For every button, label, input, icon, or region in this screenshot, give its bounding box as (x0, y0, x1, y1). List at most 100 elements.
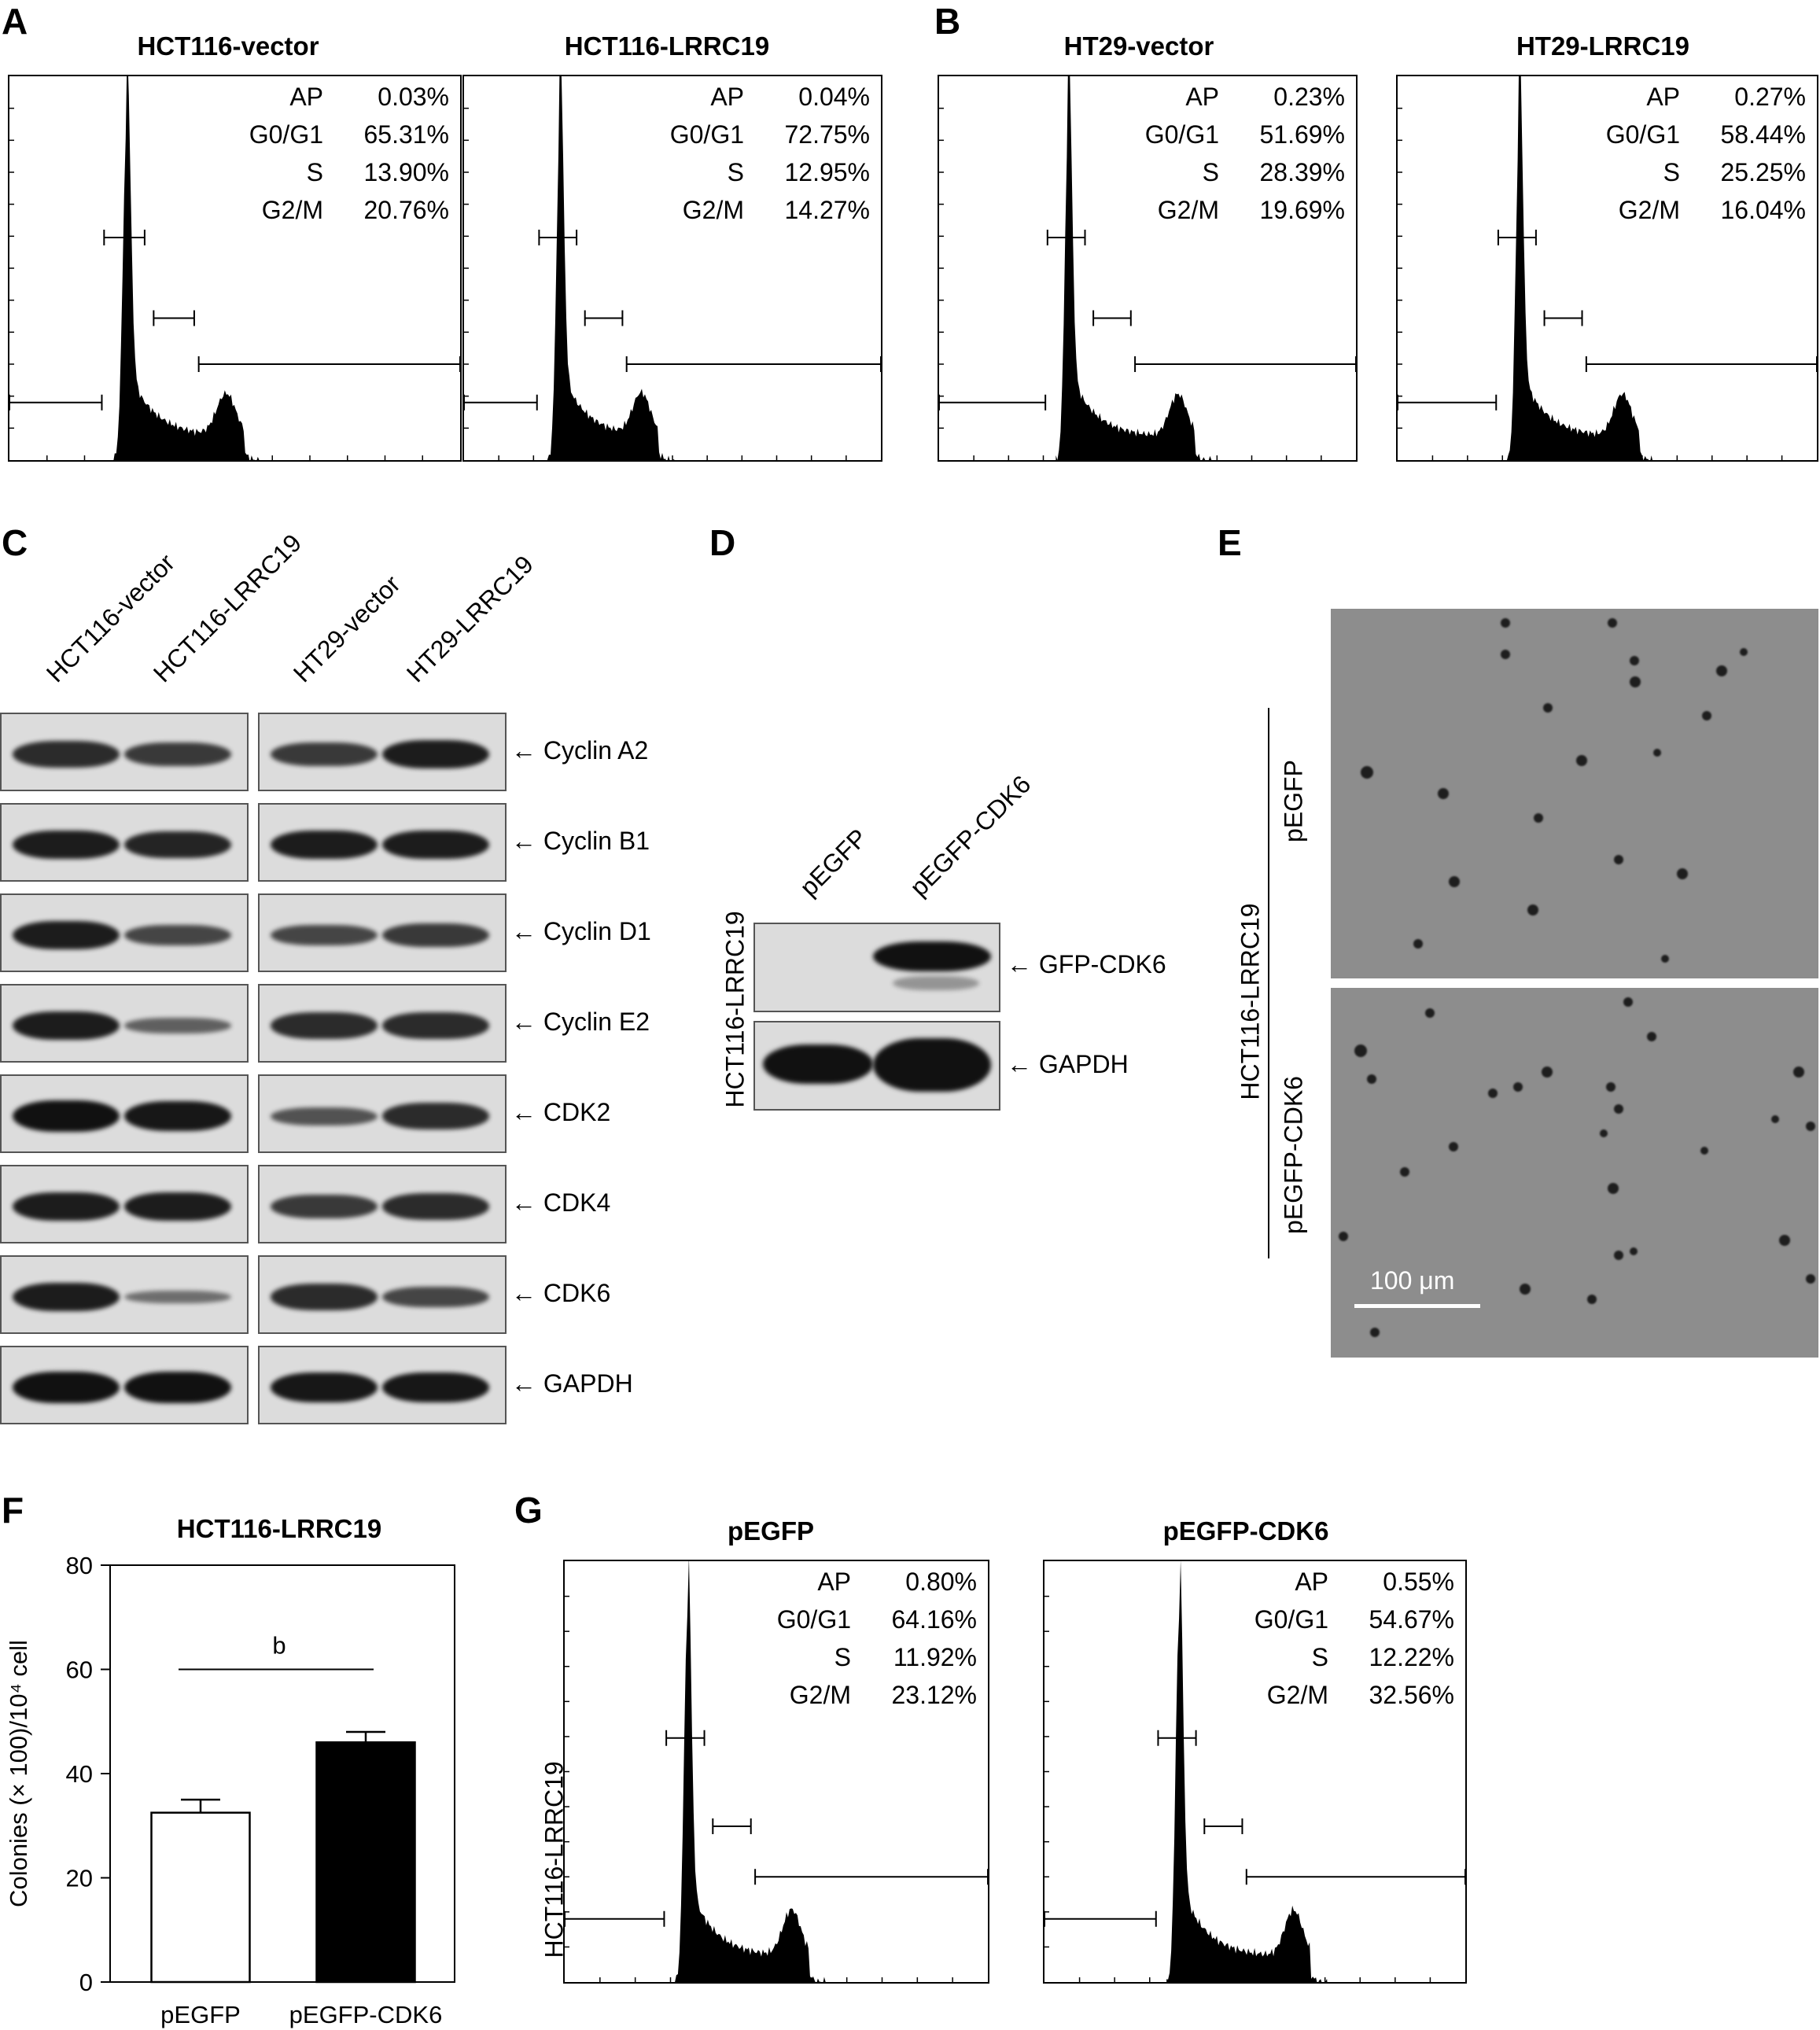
histogram-area (1166, 1561, 1328, 1982)
stat-value: 23.12% (891, 1681, 977, 1709)
stat-row: G0/G1 58.44% (1570, 116, 1806, 153)
blot-d-gfp-cdk6 (753, 923, 1000, 1012)
lane-label-pegfp-cdk6: pEGFP-CDK6 (904, 769, 1037, 902)
histogram-area (674, 1561, 826, 1982)
band (124, 1192, 231, 1221)
gate-marker (464, 394, 538, 411)
lane-label-pegfp: pEGFP (794, 823, 873, 902)
stat-value: 0.04% (798, 83, 870, 111)
gate-marker (1046, 229, 1086, 245)
band (124, 1290, 231, 1304)
histogram-area (1506, 76, 1656, 460)
colony-dot (1793, 1067, 1804, 1078)
blot-c-cdk2-ht29 (258, 1074, 507, 1153)
category-label: pEGFP (160, 2001, 241, 2028)
stat-label: S (306, 158, 323, 186)
stat-row: G2/M 16.04% (1570, 191, 1806, 229)
band (13, 1192, 120, 1221)
band (271, 742, 378, 766)
flow-stats-pegfp: AP 0.80% G0/G1 64.16% S 11.92% G2/M 23.12% (741, 1563, 977, 1714)
y-tick-label: 80 (66, 1552, 93, 1579)
blot-c-cyclin-a2-hct116 (0, 713, 249, 791)
colony-dot (1806, 1274, 1815, 1284)
blot-c-cdk2-hct116 (0, 1074, 249, 1153)
colony-dot (1488, 1089, 1498, 1098)
flow-stats-ht29-vector: AP 0.23% G0/G1 51.69% S 28.39% G2/M 19.69% (1109, 78, 1345, 229)
stat-value: 12.22% (1369, 1643, 1454, 1671)
flow-title-ht29-vector: HT29-vector (1063, 31, 1214, 61)
stat-row: G0/G1 64.16% (741, 1601, 977, 1638)
band-faint (893, 976, 979, 990)
gate-marker (1044, 1910, 1157, 1927)
colony-dot (1513, 1082, 1523, 1092)
stat-label: G0/G1 (1254, 1605, 1328, 1634)
stat-row: G2/M 32.56% (1218, 1676, 1454, 1714)
colony-dot (1587, 1295, 1597, 1304)
stat-label: S (834, 1643, 851, 1671)
stat-label: S (1663, 158, 1680, 186)
y-tick-label: 60 (66, 1656, 93, 1684)
colony-dot (1501, 618, 1510, 628)
y-axis-label: Colonies (× 100)/10⁴ cell (5, 1640, 32, 1907)
panel-label-e: E (1218, 522, 1242, 563)
bar-pegfp-cdk6 (315, 1741, 416, 1984)
colony-dot (1702, 711, 1711, 720)
stat-value: 32.56% (1369, 1681, 1454, 1709)
flow-stats-pegfp-cdk6: AP 0.55% G0/G1 54.67% S 12.22% G2/M 32.56% (1218, 1563, 1454, 1714)
colony-dot (1630, 676, 1641, 687)
band (382, 923, 489, 947)
stat-value: 14.27% (784, 196, 870, 224)
gate-marker (103, 229, 146, 245)
stat-value: 11.92% (893, 1643, 977, 1671)
significance-label: b (272, 1632, 286, 1660)
gate-marker (1245, 1869, 1465, 1885)
band (13, 1011, 120, 1041)
blot-c-label-cyclin-b1: ← Cyclin B1 (511, 827, 650, 855)
stat-value: 54.67% (1369, 1605, 1454, 1634)
blot-c-gapdh-hct116 (0, 1346, 249, 1424)
gate-marker (153, 310, 195, 326)
colony-dot (1542, 1067, 1553, 1078)
blot-c-cyclin-b1-hct116 (0, 803, 249, 882)
colony-dot (1647, 1032, 1656, 1041)
band (271, 830, 378, 860)
gate-marker (1092, 310, 1132, 326)
blot-c-cdk6-ht29 (258, 1255, 507, 1334)
band (124, 1372, 231, 1403)
gate-marker (939, 394, 1047, 411)
band (13, 1282, 120, 1312)
flow-histogram-hct-lrrc19: AP 0.04% G0/G1 72.75% S 12.95% G2/M 14.27% (462, 75, 882, 462)
gate-marker (665, 1730, 706, 1746)
gate-marker (565, 1910, 665, 1927)
band (13, 741, 120, 768)
blot-c-cdk4-hct116 (0, 1165, 249, 1243)
colony-dot (1527, 904, 1538, 916)
colony-dot (1630, 656, 1639, 665)
gate-marker (1398, 394, 1498, 411)
stat-row: G2/M 14.27% (634, 191, 870, 229)
band (873, 1038, 991, 1092)
colony-dot (1716, 665, 1727, 676)
colony-dot (1771, 1115, 1779, 1123)
stat-label: AP (1185, 83, 1219, 111)
stat-label: G0/G1 (669, 120, 744, 149)
stat-row: S 12.22% (1218, 1638, 1454, 1676)
band (124, 742, 231, 766)
colony-dot (1354, 1044, 1367, 1057)
blot-c-label-cdk4: ← CDK4 (511, 1188, 611, 1217)
blot-c-label-cyclin-e2: ← Cyclin E2 (511, 1008, 650, 1036)
colony-dot (1653, 749, 1661, 757)
stat-label: S (1311, 1643, 1328, 1671)
stat-row: S 13.90% (213, 153, 449, 191)
colony-dot (1614, 1251, 1623, 1260)
micrograph-pegfp-cdk6: 100 μm (1331, 988, 1818, 1358)
histogram-area (1056, 76, 1212, 460)
gate-marker (538, 229, 578, 245)
gate-marker (625, 356, 881, 372)
colony-dot (1400, 1167, 1409, 1177)
stat-value: 0.23% (1273, 83, 1345, 111)
stat-row: S 12.95% (634, 153, 870, 191)
gate-marker (9, 394, 103, 411)
gate-marker (1203, 1818, 1243, 1835)
band (382, 739, 489, 769)
